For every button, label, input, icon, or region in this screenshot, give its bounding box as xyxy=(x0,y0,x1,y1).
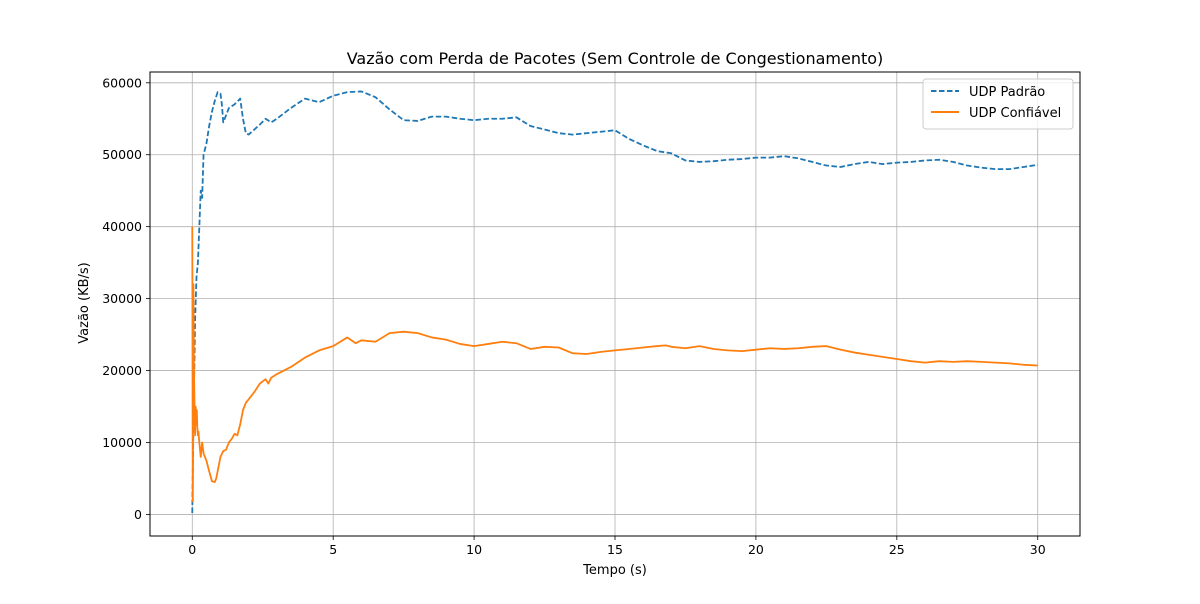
y-axis-label: Vazão (KB/s) xyxy=(77,262,92,343)
legend: UDP Padrão UDP Confiável xyxy=(922,78,1074,130)
series-layer xyxy=(191,90,1038,513)
x-axis-label: Tempo (s) xyxy=(582,563,647,578)
y-tick-label: 10000 xyxy=(102,435,142,450)
x-tick-label: 25 xyxy=(889,542,905,557)
grid xyxy=(150,72,1080,536)
y-tick-label: 0 xyxy=(134,507,142,522)
y-tick-label: 50000 xyxy=(102,147,142,162)
series-line-1 xyxy=(191,226,1038,503)
x-tick-label: 5 xyxy=(329,542,337,557)
x-tick-label: 15 xyxy=(607,542,623,557)
y-tick-label: 60000 xyxy=(102,75,142,90)
x-tick-label: 30 xyxy=(1030,542,1046,557)
series-line-0 xyxy=(191,90,1038,513)
y-tick-label: 20000 xyxy=(102,363,142,378)
legend-label-udp-confiavel: UDP Confiável xyxy=(969,106,1061,121)
x-tick-label: 0 xyxy=(188,542,196,557)
legend-label-udp-padrao: UDP Padrão xyxy=(969,85,1045,100)
y-tick-label: 30000 xyxy=(102,291,142,306)
chart-title: Vazão com Perda de Pacotes (Sem Controle… xyxy=(347,49,884,68)
legend-box xyxy=(922,78,1074,130)
y-tick-label: 40000 xyxy=(102,219,142,234)
ticks: 0 5 10 15 20 25 30 0 10000 20000 30000 40000 50000 60… xyxy=(102,75,1045,557)
x-tick-label: 20 xyxy=(748,542,764,557)
x-tick-label: 10 xyxy=(466,542,482,557)
